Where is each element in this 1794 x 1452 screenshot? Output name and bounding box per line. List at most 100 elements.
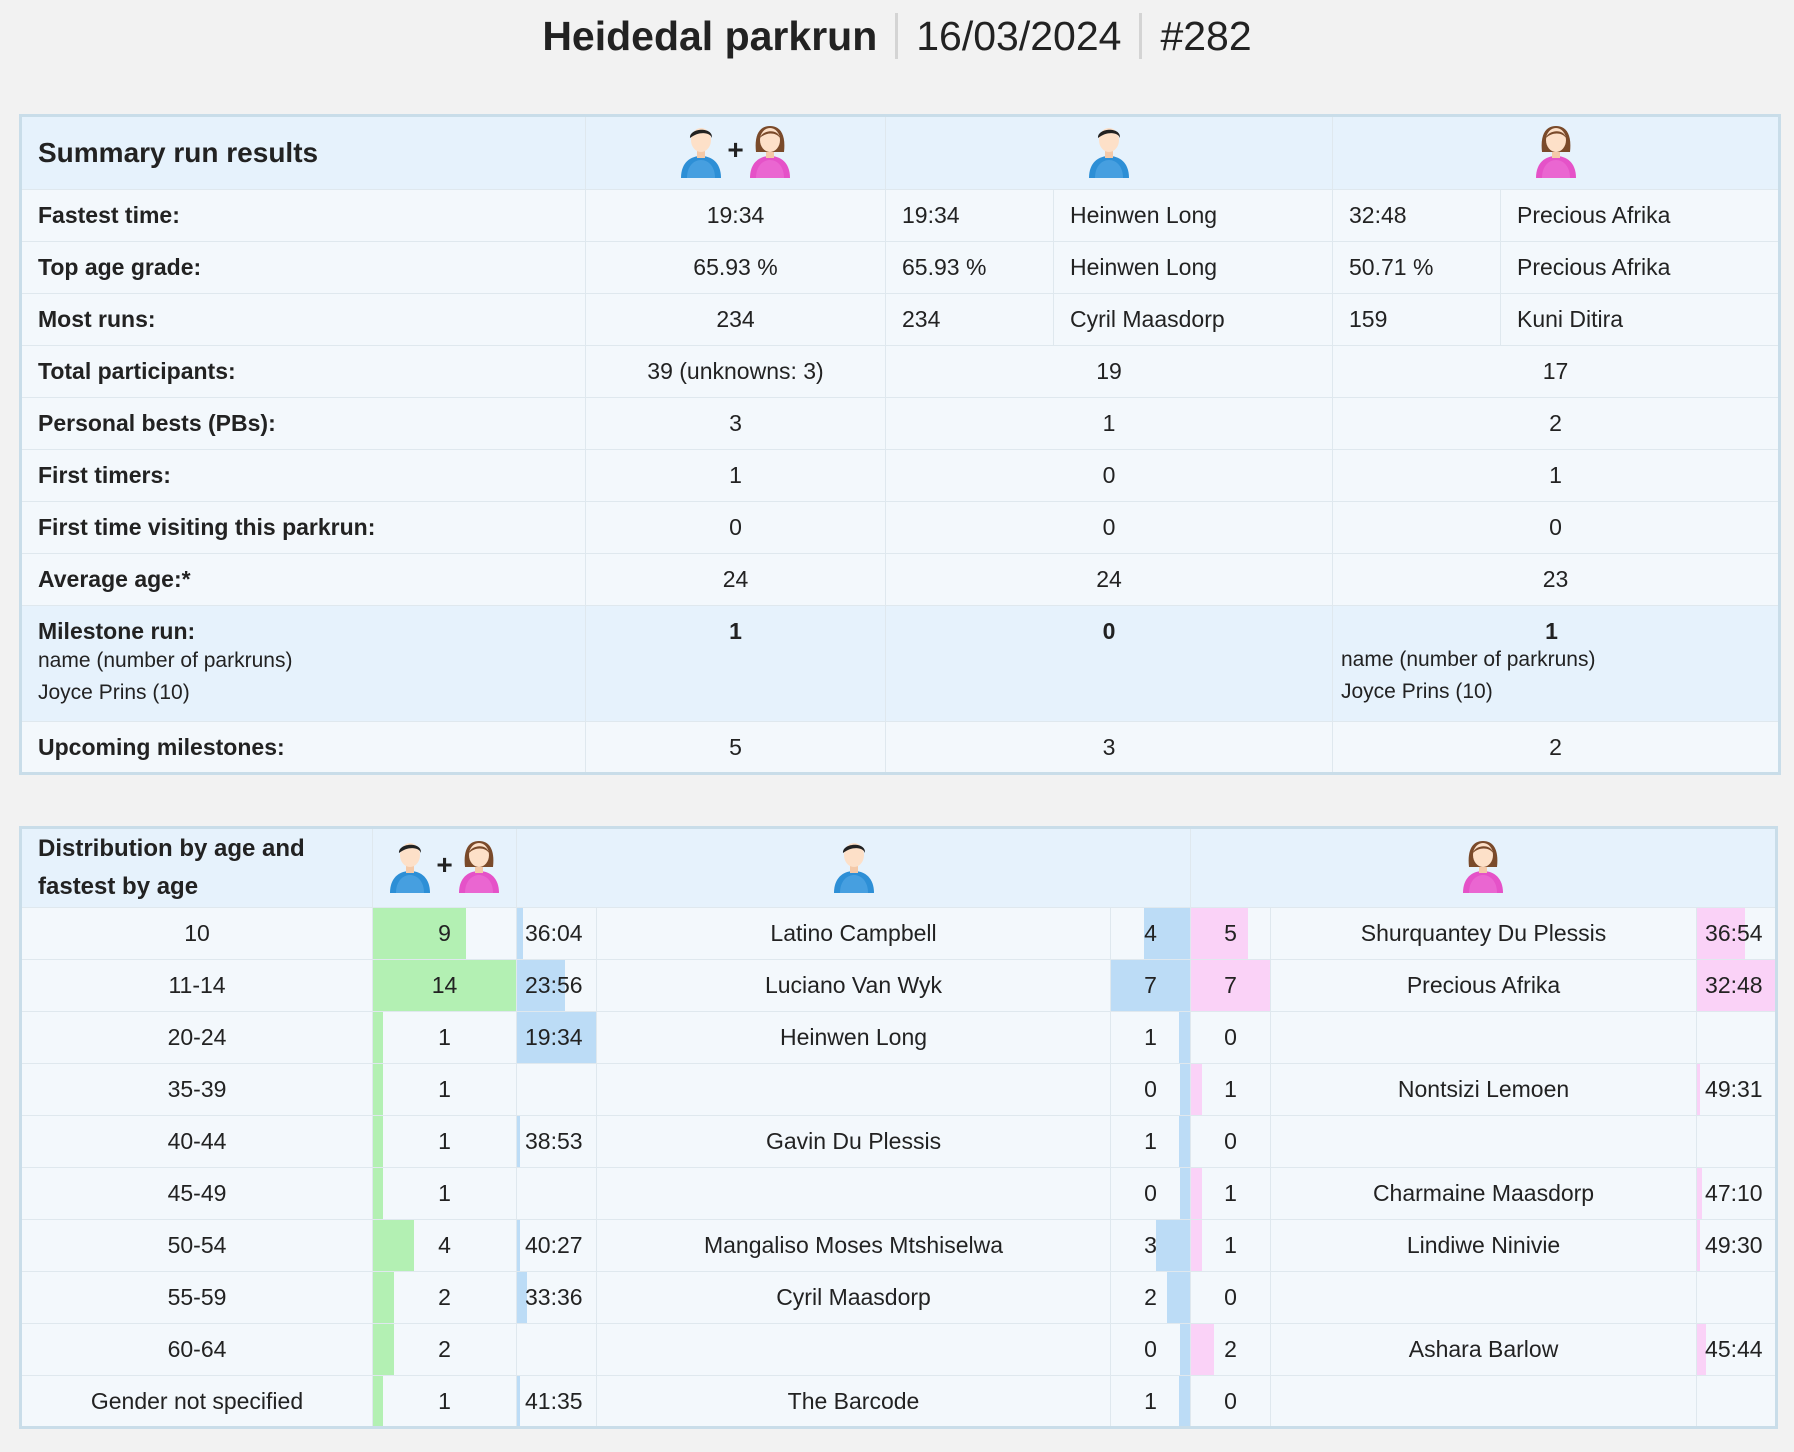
total-count: 1 bbox=[438, 1076, 451, 1102]
age-group-row: 60-64 2 0 2 Ashara Barlow 45:44 bbox=[20, 1323, 1778, 1376]
total-count-cell: 14 bbox=[371, 959, 518, 1012]
female-count-cell: 1 bbox=[1190, 1219, 1272, 1272]
male-value: 19 bbox=[885, 345, 1333, 398]
female-name: Precious Afrika bbox=[1500, 189, 1780, 242]
male-fastest-name bbox=[596, 1063, 1112, 1116]
all-value: 19:34 bbox=[585, 189, 886, 242]
milestone-runner: Joyce Prins (10) bbox=[38, 681, 190, 704]
female-fastest-name: Charmaine Maasdorp bbox=[1270, 1167, 1698, 1220]
female-value: 23 bbox=[1332, 553, 1780, 606]
milestone-subtitle: name (number of parkruns) bbox=[1341, 648, 1596, 671]
male-fastest-time-cell: 36:04 bbox=[516, 907, 598, 960]
female-count-cell: 5 bbox=[1190, 907, 1272, 960]
total-count: 1 bbox=[438, 1387, 451, 1414]
female-fastest-name bbox=[1270, 1271, 1698, 1324]
total-count: 1 bbox=[438, 1180, 451, 1206]
male-fastest-time: 40:27 bbox=[525, 1232, 583, 1258]
female-count-bar bbox=[1191, 1324, 1214, 1375]
male-count-cell: 1 bbox=[1110, 1375, 1192, 1428]
male-fastest-time: 19:34 bbox=[525, 1024, 583, 1050]
all-value: 234 bbox=[585, 293, 886, 346]
total-count-cell: 1 bbox=[371, 1115, 518, 1168]
male-count-cell: 2 bbox=[1110, 1271, 1192, 1324]
female-time-bar bbox=[1697, 1220, 1701, 1271]
male-value: 1 bbox=[885, 397, 1333, 450]
male-fastest-time-cell: 38:53 bbox=[516, 1115, 598, 1168]
all-value: 0 bbox=[585, 501, 886, 554]
total-count-bar bbox=[373, 1012, 384, 1063]
summary-row: Upcoming milestones: 5 3 2 bbox=[20, 721, 1780, 774]
summary-row: Personal bests (PBs): 3 1 2 bbox=[20, 397, 1780, 450]
male-count-cell: 4 bbox=[1110, 907, 1192, 960]
total-count-bar bbox=[373, 1324, 394, 1375]
female-fastest-time-cell: 49:30 bbox=[1696, 1219, 1778, 1272]
summary-row-label: Personal bests (PBs): bbox=[20, 397, 586, 450]
female-count-cell: 7 bbox=[1190, 959, 1272, 1012]
plus-sign: + bbox=[436, 849, 453, 880]
male-count: 1 bbox=[1144, 1387, 1157, 1414]
summary-row-label: Top age grade: bbox=[20, 241, 586, 294]
total-count-bar bbox=[373, 1168, 384, 1219]
milestone-count: 0 bbox=[1102, 618, 1116, 644]
male-value: 24 bbox=[885, 553, 1333, 606]
milestone-row: Milestone run: name (number of parkruns) J… bbox=[20, 605, 1780, 722]
age-group-row: 20-24 1 19:34 Heinwen Long 1 0 bbox=[20, 1011, 1778, 1064]
male-person-icon bbox=[1085, 122, 1133, 178]
milestone-subtitle: name (number of parkruns) bbox=[38, 649, 293, 672]
age-group-label: 10 bbox=[20, 907, 373, 960]
age-group-label: 20-24 bbox=[20, 1011, 373, 1064]
female-count-cell: 2 bbox=[1190, 1323, 1272, 1376]
summary-row: Top age grade: 65.93 % 65.93 % Heinwen Long… bbox=[20, 241, 1780, 294]
female-fastest-name bbox=[1270, 1115, 1698, 1168]
milestone-label: Milestone run: name (number of parkruns) J… bbox=[20, 605, 586, 722]
female-fastest-time: 49:31 bbox=[1705, 1076, 1763, 1102]
age-group-row: 40-44 1 38:53 Gavin Du Plessis 1 0 bbox=[20, 1115, 1778, 1168]
female-fastest-time: 45:44 bbox=[1705, 1336, 1763, 1362]
milestone-count: 1 bbox=[1545, 618, 1558, 644]
male-fastest-time: 38:53 bbox=[525, 1128, 583, 1154]
female-person-icon bbox=[455, 837, 503, 893]
female-fastest-time-cell: 32:48 bbox=[1696, 959, 1778, 1012]
male-count: 4 bbox=[1144, 920, 1157, 946]
female-name: Kuni Ditira bbox=[1500, 293, 1780, 346]
male-count-bar bbox=[1144, 908, 1190, 959]
female-count: 5 bbox=[1224, 920, 1237, 946]
summary-row: Average age:* 24 24 23 bbox=[20, 553, 1780, 606]
female-fastest-time: 36:54 bbox=[1705, 920, 1763, 946]
female-fastest-name bbox=[1270, 1375, 1698, 1428]
male-fastest-time-cell: 41:35 bbox=[516, 1375, 598, 1428]
female-fastest-name: Shurquantey Du Plessis bbox=[1270, 907, 1698, 960]
male-count-bar bbox=[1180, 1064, 1190, 1115]
total-count-bar bbox=[373, 1064, 384, 1115]
title-divider bbox=[1139, 13, 1143, 59]
female-value: 159 bbox=[1332, 293, 1501, 346]
summary-row: First time visiting this parkrun: 0 0 0 bbox=[20, 501, 1780, 554]
female-fastest-time-cell bbox=[1696, 1011, 1778, 1064]
all-value: 24 bbox=[585, 553, 886, 606]
female-fastest-name bbox=[1270, 1011, 1698, 1064]
male-count-bar bbox=[1111, 960, 1190, 1011]
all-genders-header: + bbox=[585, 115, 886, 190]
total-count-cell: 1 bbox=[371, 1011, 518, 1064]
male-fastest-time-cell: 33:36 bbox=[516, 1271, 598, 1324]
female-count-bar bbox=[1191, 1168, 1203, 1219]
male-count-bar bbox=[1178, 1376, 1190, 1426]
summary-header-row: Summary run results + bbox=[20, 115, 1780, 190]
female-count-cell: 1 bbox=[1190, 1063, 1272, 1116]
female-fastest-name: Precious Afrika bbox=[1270, 959, 1698, 1012]
plus-sign: + bbox=[727, 134, 744, 165]
male-value: 0 bbox=[885, 449, 1333, 502]
male-count: 3 bbox=[1144, 1232, 1157, 1258]
age-group-row: 55-59 2 33:36 Cyril Maasdorp 2 0 bbox=[20, 1271, 1778, 1324]
male-count-cell: 0 bbox=[1110, 1063, 1192, 1116]
male-person-icon bbox=[830, 837, 878, 893]
all-genders-header: + bbox=[371, 827, 518, 908]
male-time-bar bbox=[517, 1272, 527, 1323]
female-fastest-time: 49:30 bbox=[1705, 1232, 1763, 1258]
male-fastest-time-cell bbox=[516, 1063, 598, 1116]
summary-row-label: First timers: bbox=[20, 449, 586, 502]
distribution-title-line2: fastest by age bbox=[38, 873, 199, 900]
female-time-bar bbox=[1697, 1168, 1702, 1219]
male-fastest-name bbox=[596, 1323, 1112, 1376]
male-fastest-time-cell bbox=[516, 1323, 598, 1376]
